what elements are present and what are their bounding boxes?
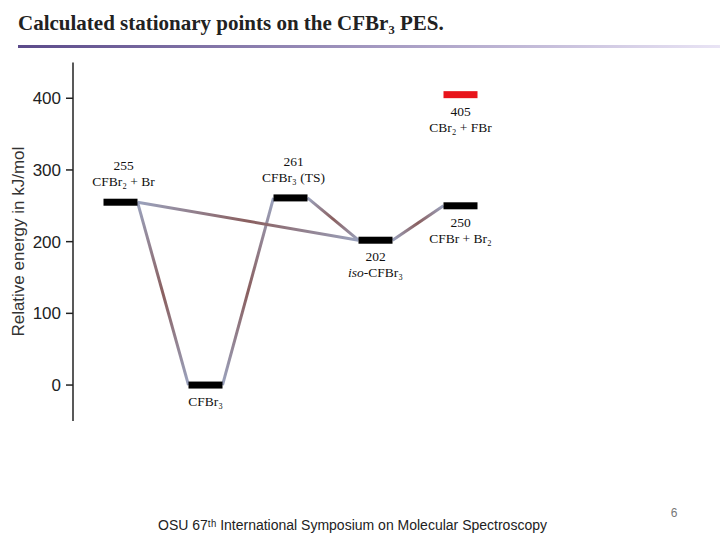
page-number: 6 — [671, 506, 678, 520]
level-label: CFBr₃ (TS) — [262, 170, 325, 185]
y-tick — [66, 169, 73, 171]
data-label: 202 — [365, 249, 385, 264]
title-rule — [18, 45, 720, 48]
level-label: CBr₂ + FBr — [429, 120, 492, 135]
level-label: CFBr + Br₂ — [429, 231, 492, 246]
y-tick-label: 0 — [52, 376, 61, 395]
plot-area — [104, 91, 478, 388]
level-label: iso-CFBr₃ — [348, 265, 403, 280]
energy-level — [444, 202, 478, 209]
y-tick-label: 200 — [33, 233, 61, 252]
y-tick — [66, 241, 73, 243]
y-tick-label: 100 — [33, 304, 61, 323]
connection — [223, 198, 274, 385]
y-tick — [66, 313, 73, 315]
level-label: CFBr₂ + Br — [92, 174, 155, 189]
y-tick — [66, 384, 73, 386]
y-axis-label: Relative energy in kJ/mol — [9, 147, 28, 337]
energy-level — [444, 91, 478, 98]
data-label: 250 — [450, 215, 471, 230]
energy-level — [274, 194, 308, 201]
connection — [138, 202, 359, 240]
y-tick-label: 400 — [33, 89, 61, 108]
energy-level — [104, 199, 138, 206]
energy-level — [359, 237, 393, 244]
energy-level — [189, 382, 223, 389]
connection — [138, 202, 189, 385]
y-tick-label: 300 — [33, 161, 61, 180]
level-label: CFBr₃ — [188, 394, 223, 409]
footer: OSU 67ᵗʰ International Symposium on Mole… — [158, 517, 547, 533]
data-label: 405 — [450, 104, 471, 119]
slide: Calculated stationary points on the CFBr… — [0, 0, 720, 540]
data-label: 255 — [113, 158, 134, 173]
data-label: 261 — [283, 154, 303, 169]
title: Calculated stationary points on the CFBr… — [18, 11, 444, 35]
y-tick — [66, 98, 73, 100]
